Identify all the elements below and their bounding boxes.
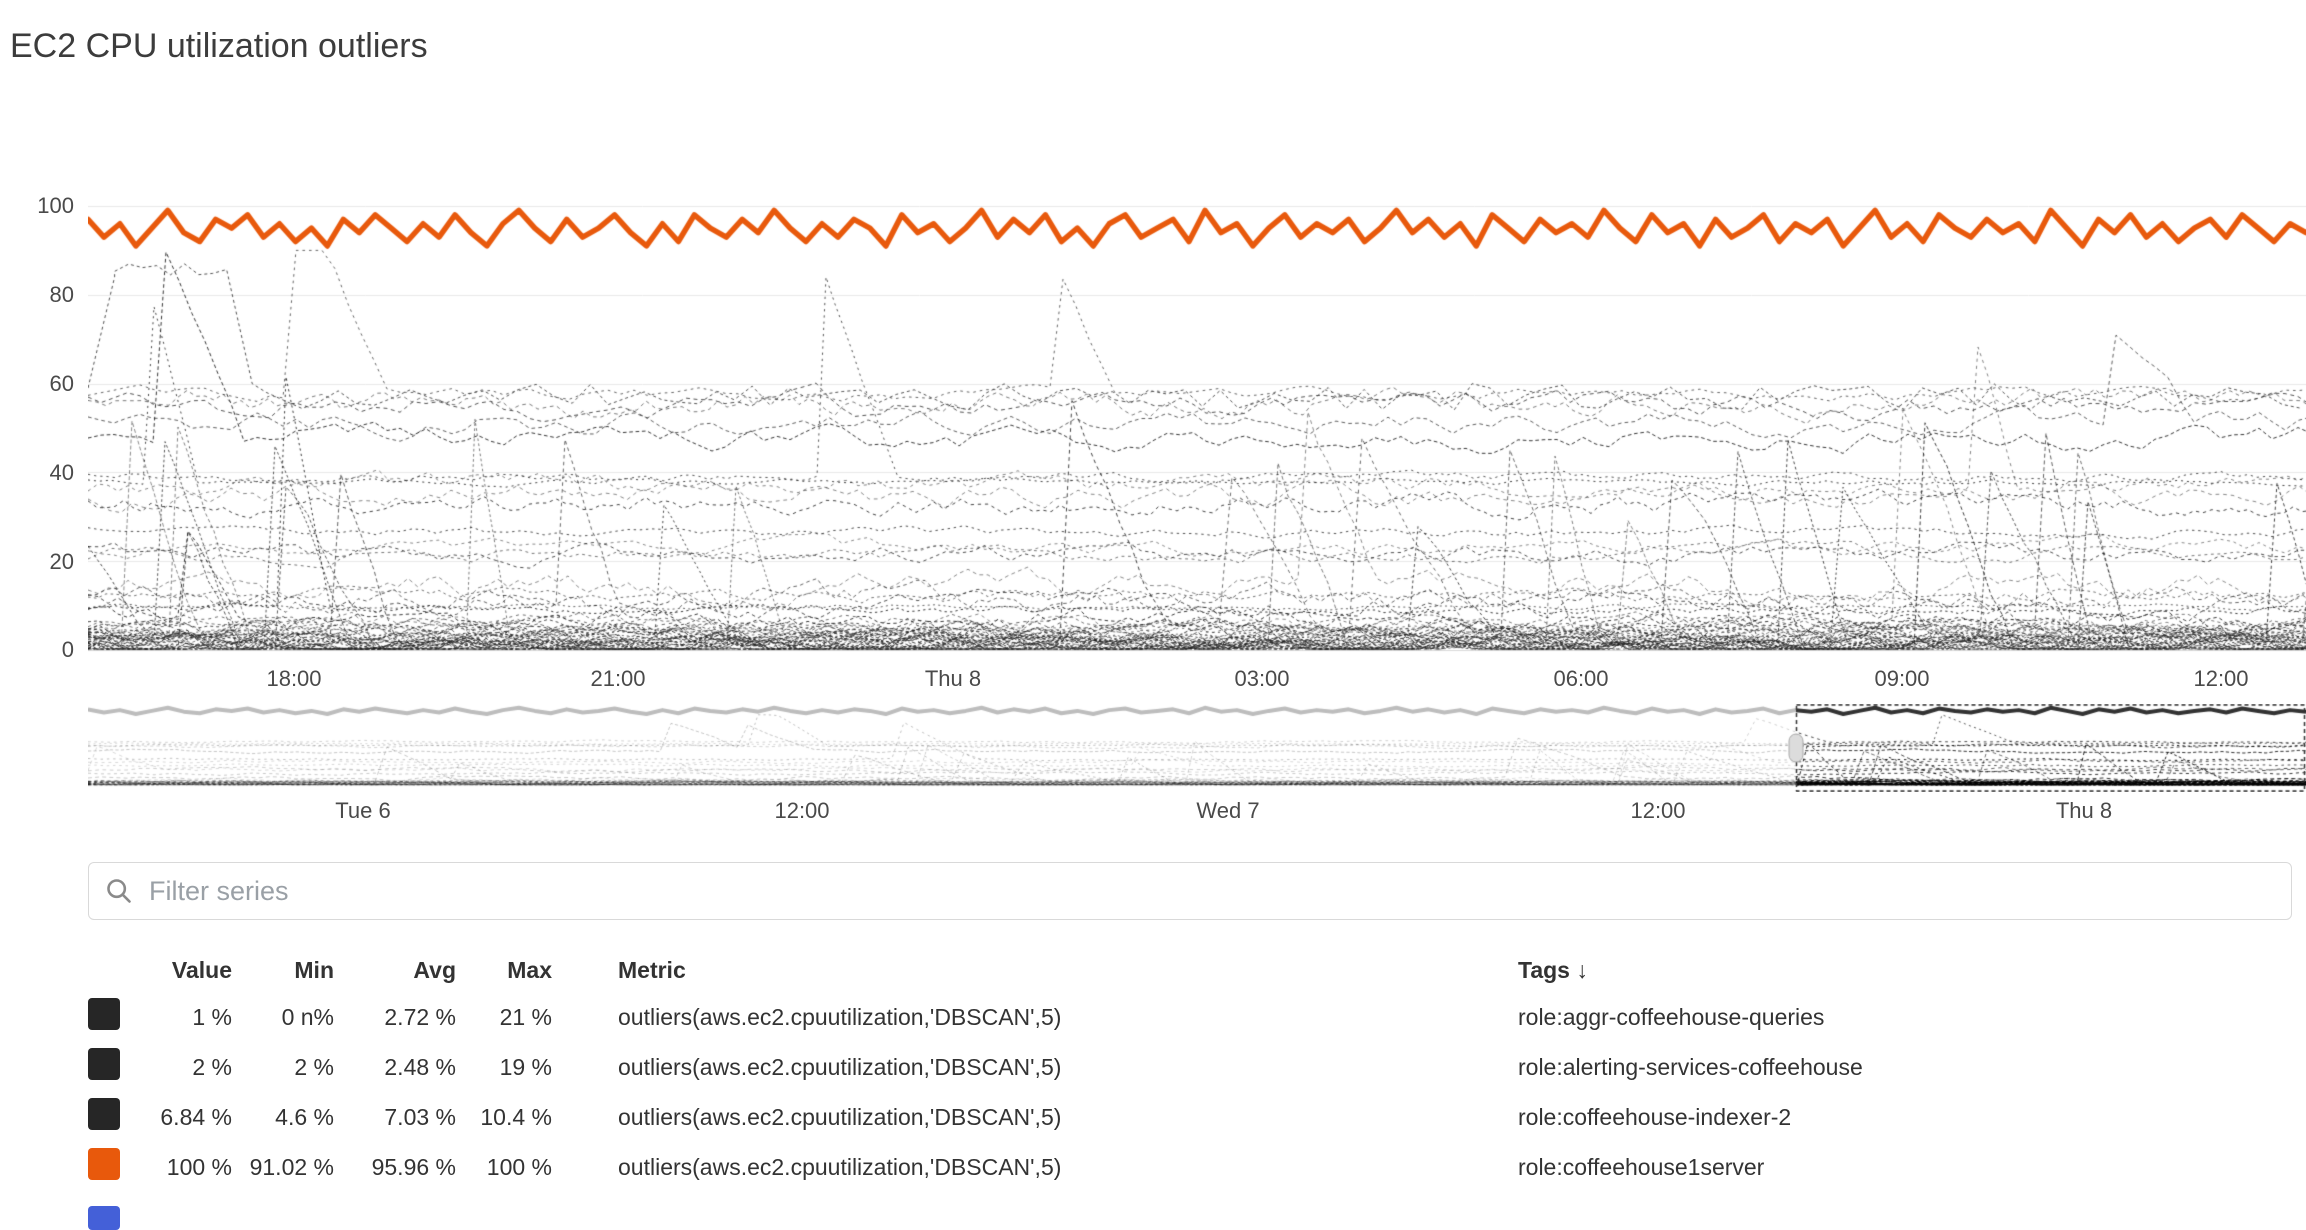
legend-rows: 1 % 0 n% 2.72 % 21 % outliers(aws.ec2.cpuuti…: [88, 992, 1863, 1192]
series-color-swatch[interactable]: [88, 998, 120, 1030]
legend-header-metric[interactable]: Metric: [618, 956, 686, 983]
legend-avg: 7.03 %: [384, 1103, 456, 1130]
legend-max: 19 %: [499, 1053, 552, 1080]
legend-metric: outliers(aws.ec2.cpuutilization,'DBSCAN'…: [618, 1103, 1062, 1130]
legend-value: 1 %: [192, 1003, 232, 1030]
minimap-tick: Thu 8: [2055, 798, 2113, 823]
minimap-tick: Tue 6: [335, 798, 391, 823]
legend-tags: role:aggr-coffeehouse-queries: [1518, 1003, 1825, 1030]
page-title: EC2 CPU utilization outliers: [10, 26, 428, 65]
x-axis-tick: 18:00: [266, 666, 322, 691]
legend-metric: outliers(aws.ec2.cpuutilization,'DBSCAN'…: [618, 1003, 1062, 1030]
legend-min: 0 n%: [281, 1003, 334, 1030]
legend-avg: 2.72 %: [384, 1003, 456, 1030]
y-axis-tick: 20: [49, 549, 74, 574]
legend-header-max[interactable]: Max: [507, 956, 552, 983]
legend-row[interactable]: 2 % 2 % 2.48 % 19 % outliers(aws.ec2.cpuutil…: [88, 1042, 1863, 1092]
legend-value: 100 %: [166, 1153, 232, 1180]
minimap-tick: Wed 7: [1196, 798, 1260, 823]
legend-value: 2 %: [192, 1053, 232, 1080]
legend-min: 2 %: [294, 1053, 334, 1080]
legend-row-partial-swatch[interactable]: [88, 1206, 120, 1230]
legend-max: 100 %: [486, 1153, 552, 1180]
minimap-tick: 12:00: [1630, 798, 1686, 823]
series-color-swatch[interactable]: [88, 1098, 120, 1130]
x-axis-tick: 06:00: [1553, 666, 1609, 691]
legend-header-min[interactable]: Min: [294, 956, 334, 983]
x-axis-tick: Thu 8: [924, 666, 982, 691]
legend-metric: outliers(aws.ec2.cpuutilization,'DBSCAN'…: [618, 1053, 1062, 1080]
legend-header-avg[interactable]: Avg: [413, 956, 456, 983]
legend-value: 6.84 %: [160, 1103, 232, 1130]
legend-tags: role:coffeehouse1server: [1518, 1153, 1765, 1180]
series-color-swatch[interactable]: [88, 1048, 120, 1080]
x-axis-tick: 03:00: [1234, 666, 1290, 691]
legend-max: 10.4 %: [480, 1103, 552, 1130]
legend-avg: 95.96 %: [371, 1153, 456, 1180]
legend-avg: 2.48 %: [384, 1053, 456, 1080]
minimap-tick: 12:00: [774, 798, 830, 823]
legend-row[interactable]: 1 % 0 n% 2.72 % 21 % outliers(aws.ec2.cpuuti…: [88, 992, 1863, 1042]
legend-row[interactable]: 100 % 91.02 % 95.96 % 100 % outliers(aws.ec2…: [88, 1142, 1863, 1192]
legend-min: 91.02 %: [249, 1153, 334, 1180]
filter-series-input[interactable]: [147, 874, 2275, 908]
legend-tags: role:alerting-services-coffeehouse: [1518, 1053, 1863, 1080]
x-axis-tick: 09:00: [1874, 666, 1930, 691]
y-axis-tick: 60: [49, 371, 74, 396]
x-axis-tick: 21:00: [590, 666, 646, 691]
search-icon: [107, 879, 131, 903]
filter-series-box: [88, 862, 2292, 920]
legend-tags: role:coffeehouse-indexer-2: [1518, 1103, 1792, 1130]
legend-min: 4.6 %: [275, 1103, 334, 1130]
main-chart-canvas[interactable]: [88, 196, 2306, 666]
y-axis-tick: 40: [49, 460, 74, 485]
series-legend: Value Min Avg Max Metric Tags ↓ 1 % 0 n% 2…: [88, 948, 1863, 1192]
y-axis-tick: 0: [61, 637, 74, 662]
y-axis-tick: 80: [49, 282, 74, 307]
minimap-canvas[interactable]: [88, 704, 2306, 792]
legend-max: 21 %: [499, 1003, 552, 1030]
legend-row[interactable]: 6.84 % 4.6 % 7.03 % 10.4 % outliers(aws.ec2.…: [88, 1092, 1863, 1142]
legend-header-tags-sort[interactable]: Tags ↓: [1518, 956, 1588, 983]
y-axis-tick: 100: [37, 193, 74, 218]
legend-metric: outliers(aws.ec2.cpuutilization,'DBSCAN'…: [618, 1153, 1062, 1180]
legend-header-value[interactable]: Value: [171, 956, 232, 983]
series-color-swatch[interactable]: [88, 1148, 120, 1180]
x-axis-tick: 12:00: [2193, 666, 2249, 691]
legend-header-row: Value Min Avg Max Metric Tags ↓: [88, 948, 1863, 992]
